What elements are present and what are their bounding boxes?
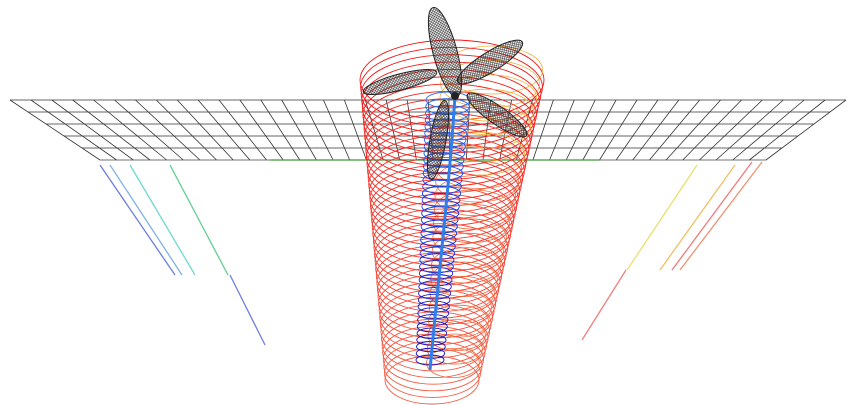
hub: [451, 92, 459, 100]
page: (() => { const svg = document.getElement…: [0, 0, 856, 405]
wake-scene: [0, 0, 856, 405]
